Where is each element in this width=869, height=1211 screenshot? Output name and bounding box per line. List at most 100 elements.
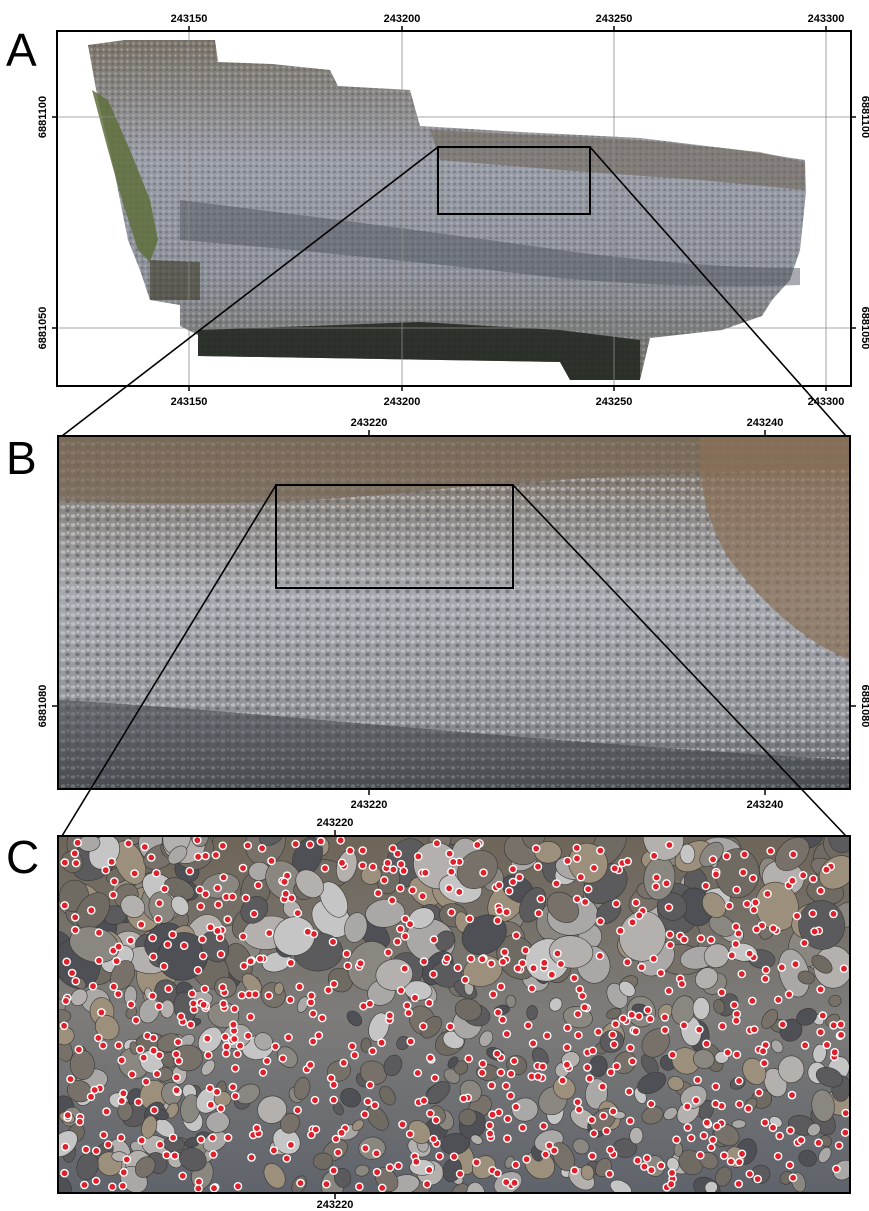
cobble-zone: [430, 130, 805, 190]
detection-marker: [314, 1031, 324, 1040]
detection-marker: [558, 1076, 567, 1085]
detection-marker: [518, 1123, 528, 1133]
detection-marker: [329, 979, 339, 989]
detection-marker: [528, 1039, 538, 1048]
detection-marker: [631, 898, 641, 908]
detection-marker: [643, 1005, 653, 1015]
detection-marker: [222, 1042, 231, 1051]
pebble: [241, 973, 263, 995]
detection-marker: [71, 925, 80, 935]
detection-marker: [419, 957, 429, 966]
detection-marker: [394, 1161, 403, 1171]
panel-a-orthomosaic: [88, 40, 806, 380]
detection-marker: [262, 1056, 272, 1066]
detection-marker: [308, 1009, 318, 1019]
detection-marker: [618, 1014, 628, 1024]
detection-marker: [562, 1060, 572, 1069]
detection-marker: [589, 863, 599, 873]
pebble: [435, 930, 455, 952]
detection-marker: [487, 1081, 496, 1090]
detection-marker: [666, 1179, 676, 1189]
detection-marker: [492, 1049, 502, 1058]
detection-marker: [445, 849, 454, 858]
detection-marker: [196, 902, 205, 911]
panel-a-x-tick-top: 243300: [808, 13, 845, 25]
detection-marker: [393, 937, 402, 947]
detection-marker: [816, 886, 826, 896]
detection-marker: [59, 1021, 69, 1031]
detection-marker: [711, 1099, 720, 1109]
detection-marker: [533, 1072, 543, 1081]
detection-marker: [206, 1100, 216, 1110]
detection-marker: [141, 1077, 151, 1086]
detection-marker: [695, 1025, 704, 1034]
panel-b-tick-marks: [52, 430, 856, 795]
detection-marker: [131, 1015, 141, 1025]
detection-marker: [168, 930, 177, 939]
detection-marker: [731, 922, 741, 932]
detection-marker: [385, 1163, 395, 1172]
detection-marker: [71, 858, 81, 868]
detection-marker: [257, 844, 267, 853]
detection-marker: [637, 963, 646, 972]
detection-marker: [818, 1011, 828, 1020]
detection-marker: [216, 1104, 226, 1113]
pebble: [667, 1076, 684, 1091]
detection-marker: [623, 957, 632, 967]
detection-marker: [583, 884, 593, 894]
detection-marker: [152, 868, 161, 878]
connector-line: [61, 146, 439, 437]
detection-marker: [449, 1152, 459, 1161]
pebble: [319, 881, 348, 918]
detection-marker: [808, 909, 818, 918]
detection-marker: [606, 1068, 616, 1077]
detection-marker: [822, 865, 831, 875]
detection-marker: [164, 984, 173, 994]
detection-marker: [117, 1096, 127, 1106]
detection-marker: [816, 985, 825, 994]
detection-marker: [523, 1021, 533, 1030]
detection-marker: [588, 1046, 598, 1056]
detection-marker: [400, 932, 410, 941]
detection-marker: [400, 914, 410, 924]
detection-marker: [810, 927, 819, 936]
pebble: [695, 967, 719, 990]
detection-marker: [281, 889, 291, 899]
detection-marker: [633, 1156, 642, 1165]
detection-marker: [732, 885, 742, 895]
detection-marker: [605, 1169, 614, 1179]
detection-marker: [740, 850, 749, 859]
detection-marker: [122, 1155, 132, 1164]
detection-marker: [466, 954, 476, 963]
pebble: [461, 914, 507, 956]
detection-marker: [286, 1140, 296, 1150]
pebble: [70, 988, 88, 1006]
detection-marker: [501, 1177, 511, 1187]
water-area: [198, 322, 640, 380]
detection-marker: [320, 864, 330, 873]
detection-marker: [178, 1171, 187, 1181]
panel-a-frame: [56, 30, 852, 387]
detection-marker: [836, 1030, 846, 1040]
panel-c-x-tick-top: 243220: [317, 817, 354, 829]
pebble: [796, 1007, 817, 1026]
detection-marker: [326, 1073, 336, 1083]
detection-marker: [506, 1069, 516, 1079]
detection-marker: [160, 884, 169, 894]
detection-marker: [410, 993, 420, 1003]
detection-marker: [239, 961, 249, 971]
detection-marker: [396, 986, 406, 995]
pebble: [457, 850, 498, 889]
detection-marker: [634, 1011, 644, 1021]
detection-marker: [672, 1135, 681, 1144]
panel-c: C 243220 243220: [6, 817, 851, 1211]
detection-marker: [495, 906, 504, 916]
pebble: [293, 1077, 311, 1100]
pebble: [606, 1007, 622, 1020]
detection-marker: [814, 1138, 823, 1148]
detection-marker: [193, 852, 203, 862]
detection-marker: [731, 939, 741, 949]
detection-marker: [86, 1092, 96, 1102]
detection-marker: [383, 948, 393, 957]
detection-marker: [578, 991, 587, 1001]
